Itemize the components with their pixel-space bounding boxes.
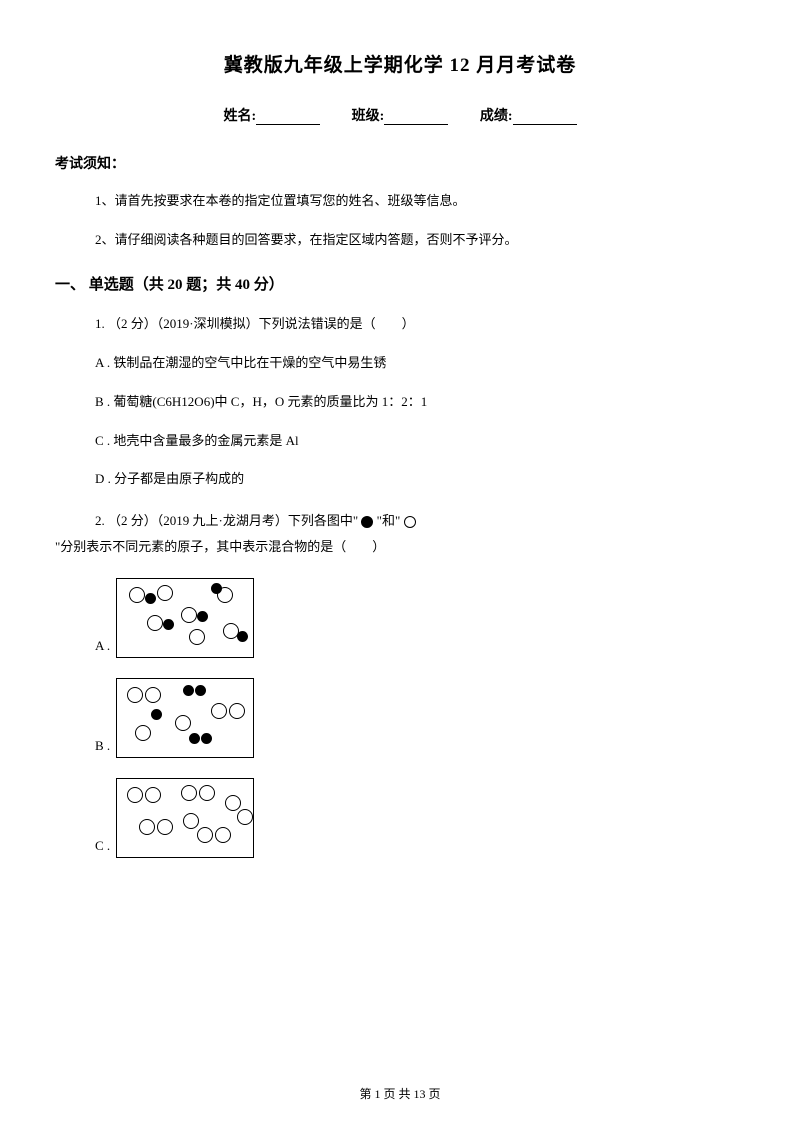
filled-circle <box>201 733 212 744</box>
open-circle <box>127 687 143 703</box>
q2-diagram-c <box>116 778 254 858</box>
open-circle <box>145 687 161 703</box>
open-circle <box>229 703 245 719</box>
name-blank[interactable] <box>256 111 320 125</box>
exam-title: 冀教版九年级上学期化学 12 月月考试卷 <box>55 50 745 77</box>
q2-stem-part2: "和" <box>377 513 401 528</box>
filled-circle <box>183 685 194 696</box>
q2-option-a-label: A . <box>95 638 110 658</box>
open-circle <box>157 819 173 835</box>
open-circle <box>199 785 215 801</box>
open-circle <box>127 787 143 803</box>
open-circle <box>211 703 227 719</box>
class-label: 班级: <box>352 109 385 124</box>
q1-option-b: B . 葡萄糖(C6H12O6)中 C，H，O 元素的质量比为 1：2：1 <box>95 392 745 413</box>
open-circle <box>189 629 205 645</box>
open-circle <box>135 725 151 741</box>
filled-circle <box>163 619 174 630</box>
class-blank[interactable] <box>384 111 448 125</box>
q2-option-a-row: A . <box>95 578 745 658</box>
q1-option-c: C . 地壳中含量最多的金属元素是 Al <box>95 431 745 452</box>
q2-option-b-label: B . <box>95 738 110 758</box>
open-circle <box>197 827 213 843</box>
filled-atom-icon <box>361 516 373 528</box>
open-circle <box>145 787 161 803</box>
open-atom-icon <box>404 516 416 528</box>
filled-circle <box>237 631 248 642</box>
q1-option-a: A . 铁制品在潮湿的空气中比在干燥的空气中易生锈 <box>95 353 745 374</box>
question-1-stem: 1. （2 分）（2019·深圳模拟）下列说法错误的是（ ） <box>95 312 745 335</box>
q2-option-b-row: B . <box>95 678 745 758</box>
filled-circle <box>145 593 156 604</box>
score-blank[interactable] <box>513 111 577 125</box>
q2-option-c-row: C . <box>95 778 745 858</box>
question-2-stem: 2. （2 分）（2019 九上·龙湖月考）下列各图中" "和" "分别表示不同… <box>55 508 745 560</box>
open-circle <box>183 813 199 829</box>
q1-option-d: D . 分子都是由原子构成的 <box>95 469 745 490</box>
open-circle <box>215 827 231 843</box>
open-circle <box>157 585 173 601</box>
footer-page-total: 13 <box>414 1087 426 1101</box>
open-circle <box>175 715 191 731</box>
section-1-title: 一、 单选题（共 20 题；共 40 分） <box>55 273 745 294</box>
open-circle <box>237 809 253 825</box>
q2-diagram-a <box>116 578 254 658</box>
student-info-line: 姓名: 班级: 成绩: <box>55 105 745 125</box>
open-circle <box>181 785 197 801</box>
filled-circle <box>189 733 200 744</box>
name-label: 姓名: <box>223 109 256 124</box>
q2-diagram-b <box>116 678 254 758</box>
open-circle <box>129 587 145 603</box>
q2-stem-part1: 2. （2 分）（2019 九上·龙湖月考）下列各图中" <box>95 513 358 528</box>
footer-part3: 页 <box>426 1087 441 1101</box>
open-circle <box>225 795 241 811</box>
filled-circle <box>151 709 162 720</box>
filled-circle <box>195 685 206 696</box>
notice-heading: 考试须知： <box>55 153 745 173</box>
open-circle <box>147 615 163 631</box>
open-circle <box>139 819 155 835</box>
q2-option-c-label: C . <box>95 838 110 858</box>
score-label: 成绩: <box>480 109 513 124</box>
open-circle <box>181 607 197 623</box>
page-footer: 第 1 页 共 13 页 <box>0 1085 800 1102</box>
instruction-2: 2、请仔细阅读各种题目的回答要求，在指定区域内答题，否则不予评分。 <box>95 230 745 251</box>
footer-part1: 第 <box>359 1087 374 1101</box>
instruction-1: 1、请首先按要求在本卷的指定位置填写您的姓名、班级等信息。 <box>95 191 745 212</box>
filled-circle <box>197 611 208 622</box>
q2-stem-part3: "分别表示不同元素的原子，其中表示混合物的是（ ） <box>55 539 385 554</box>
footer-part2: 页 共 <box>380 1087 413 1101</box>
